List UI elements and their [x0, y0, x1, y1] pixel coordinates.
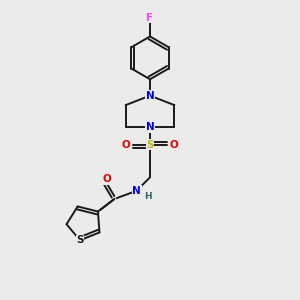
Text: O: O [122, 140, 130, 150]
Text: O: O [103, 174, 111, 184]
Text: S: S [76, 235, 84, 245]
Text: N: N [146, 122, 154, 132]
Text: F: F [146, 13, 154, 23]
Text: H: H [144, 192, 152, 201]
Text: S: S [146, 140, 154, 150]
Text: N: N [132, 186, 141, 196]
Text: N: N [146, 91, 154, 100]
Text: O: O [169, 140, 178, 150]
